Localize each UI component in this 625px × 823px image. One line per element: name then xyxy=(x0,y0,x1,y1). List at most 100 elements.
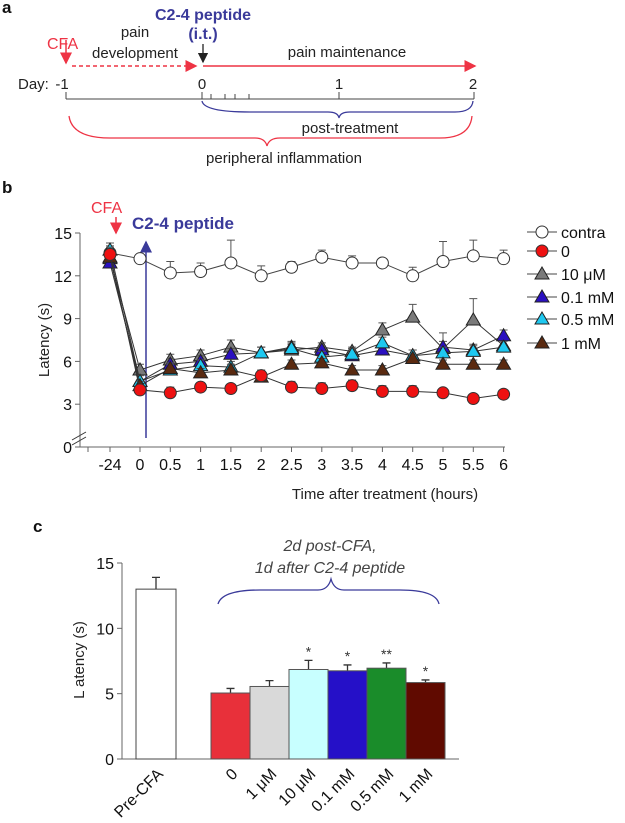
data-point xyxy=(495,339,512,353)
data-point xyxy=(466,249,480,263)
pain-development-line2: development xyxy=(92,45,179,62)
y-tick-label-b: 0 xyxy=(63,440,72,457)
data-point xyxy=(254,369,268,383)
x-tick-label-b: 4 xyxy=(378,457,387,474)
day-tick-label: 2 xyxy=(469,76,477,93)
y-tick-label-c: 10 xyxy=(96,621,114,638)
series-0 xyxy=(103,246,511,405)
annotation-line2: 1d after C2-4 peptide xyxy=(255,560,405,577)
data-point xyxy=(162,360,179,375)
day-tick-label: -1 xyxy=(55,76,68,93)
data-point xyxy=(465,312,482,326)
legend-marker xyxy=(534,311,550,325)
data-point xyxy=(374,334,391,349)
error-bar xyxy=(382,662,391,669)
data-point xyxy=(224,256,238,270)
bar xyxy=(327,670,368,760)
x-tick-label-b: 2 xyxy=(257,457,266,474)
bar xyxy=(210,692,251,760)
day-axis xyxy=(65,92,475,100)
x-tick-label-b: 0.5 xyxy=(159,457,181,474)
data-point xyxy=(466,391,480,405)
bar xyxy=(288,668,329,760)
legend-item: 0 xyxy=(527,244,570,261)
x-tick-label-b: 4.5 xyxy=(402,457,424,474)
post-treatment-brace xyxy=(201,100,474,119)
data-point xyxy=(404,309,421,323)
data-point xyxy=(344,346,360,360)
x-tick-label-b: 1.5 xyxy=(220,457,242,474)
error-bar xyxy=(304,659,313,670)
error-bar xyxy=(226,687,235,694)
legend-item: 1 mM xyxy=(527,335,601,353)
significance-marker: * xyxy=(306,643,312,659)
data-point xyxy=(345,379,359,393)
panel-label-b: b xyxy=(2,178,12,197)
data-point xyxy=(313,354,330,369)
x-tick-label-c: Pre-CFA xyxy=(111,766,167,822)
bar xyxy=(366,667,407,760)
data-point xyxy=(192,364,209,379)
post-treatment-label: post-treatment xyxy=(302,120,400,137)
x-tick-label-b: 5 xyxy=(439,457,448,474)
data-point xyxy=(495,327,512,342)
data-point xyxy=(133,383,147,397)
data-point xyxy=(283,356,300,370)
x-tick-label-b: 6 xyxy=(499,457,508,474)
x-tick-label-b: 2.5 xyxy=(280,457,302,474)
legend-item: 0.1 mM xyxy=(527,289,614,307)
day-tick-label: 1 xyxy=(335,76,343,93)
cfa-label-b: CFA xyxy=(91,200,122,217)
error-bar xyxy=(152,576,160,590)
y-axis-label-b: Latency (s) xyxy=(36,303,53,377)
data-point xyxy=(103,247,117,261)
data-point xyxy=(315,382,329,396)
legend-label: contra xyxy=(561,225,606,242)
peptide-label-b: C2-4 peptide xyxy=(132,214,234,233)
day-tick-label: 0 xyxy=(198,76,206,93)
error-bar xyxy=(265,679,274,687)
y-tick-label-b: 15 xyxy=(54,226,72,243)
data-point xyxy=(254,269,268,283)
legend-marker xyxy=(534,289,550,303)
legend-marker xyxy=(534,335,550,349)
day-prefix: Day: xyxy=(18,76,49,93)
x-axis-label-b: Time after treatment (hours) xyxy=(292,486,478,503)
data-point xyxy=(374,341,391,356)
y-tick-label-c: 5 xyxy=(105,687,114,704)
peripheral-inflammation-label: peripheral inflammation xyxy=(206,150,362,167)
data-point xyxy=(497,387,511,401)
x-tick-label-b: 1 xyxy=(196,457,205,474)
y-tick-label-b: 3 xyxy=(63,397,72,414)
data-point xyxy=(406,269,420,283)
legend-label: 1 mM xyxy=(561,336,601,353)
legend-item: contra xyxy=(527,225,606,242)
data-point xyxy=(375,256,389,270)
bar xyxy=(135,588,177,760)
x-tick-label-b: 3 xyxy=(317,457,326,474)
data-point xyxy=(133,252,147,266)
series-contra xyxy=(103,239,511,283)
y-tick-label-b: 9 xyxy=(63,312,72,329)
data-point xyxy=(436,386,450,400)
data-point xyxy=(315,250,329,264)
x-tick-label-c: 0 xyxy=(223,766,241,784)
peptide-label: C2-4 peptide xyxy=(155,7,251,24)
x-tick-label-b: -24 xyxy=(98,457,121,474)
data-point xyxy=(374,361,391,376)
data-point xyxy=(285,260,298,274)
data-point xyxy=(163,266,177,280)
significance-marker: * xyxy=(423,663,429,679)
y-axis-label-c: L atency (s) xyxy=(71,621,88,699)
data-point xyxy=(406,384,420,398)
series-0.1-mM xyxy=(102,254,512,387)
data-point xyxy=(223,361,239,376)
annotation-line1: 2d post-CFA, xyxy=(282,538,376,555)
data-point xyxy=(285,380,298,394)
x-tick-label-b: 5.5 xyxy=(462,457,484,474)
legend-item: 0.5 mM xyxy=(527,311,614,329)
data-point xyxy=(374,322,391,336)
data-point xyxy=(253,344,270,359)
data-point xyxy=(404,350,421,365)
significance-marker: * xyxy=(345,648,351,664)
